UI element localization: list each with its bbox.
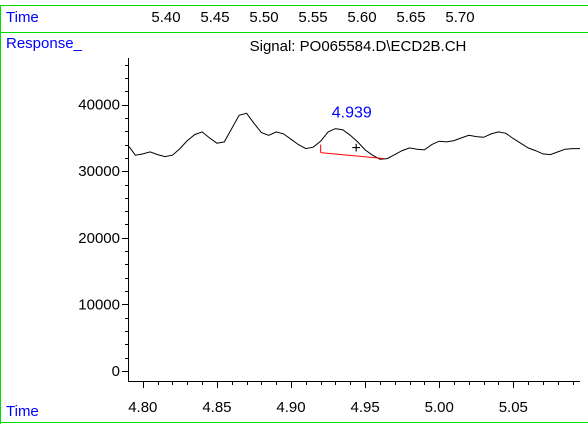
y-tick-label: 20000 xyxy=(78,230,120,247)
peak-baseline xyxy=(320,152,385,160)
top-ruler-tick-label: 5.60 xyxy=(347,9,376,26)
top-ruler-tick-label: 5.55 xyxy=(298,9,327,26)
response-label: Response_ xyxy=(6,35,83,52)
top-time-ruler: 5.40 5.45 5.50 5.55 5.60 5.65 5.70 xyxy=(151,9,474,26)
y-tick-label: 30000 xyxy=(78,163,120,180)
top-ruler-tick-label: 5.45 xyxy=(200,9,229,26)
time-label-top: Time xyxy=(6,9,39,26)
y-axis-ticks: 0 10000 20000 30000 40000 xyxy=(78,65,128,380)
top-ruler-tick-label: 5.40 xyxy=(151,9,180,26)
top-ruler-tick-label: 5.65 xyxy=(396,9,425,26)
x-tick-label: 4.85 xyxy=(202,399,231,416)
x-tick-label: 4.80 xyxy=(128,399,157,416)
top-ruler-tick-label: 5.50 xyxy=(249,9,278,26)
y-tick-label: 0 xyxy=(112,363,120,380)
chart-axes xyxy=(128,58,580,382)
y-tick-label: 40000 xyxy=(78,97,120,114)
x-tick-label: 5.00 xyxy=(425,399,454,416)
y-tick-label: 10000 xyxy=(78,296,120,313)
x-tick-label: 4.95 xyxy=(351,399,380,416)
signal-trace xyxy=(128,112,580,160)
signal-title: Signal: PO065584.D\ECD2B.CH xyxy=(250,38,467,55)
top-ruler-tick-label: 5.70 xyxy=(445,9,474,26)
x-axis-ticks: 4.80 4.85 4.90 4.95 5.00 5.05 xyxy=(128,381,574,416)
peak-apex-marker: + xyxy=(352,140,361,157)
time-label-bottom: Time xyxy=(6,403,39,420)
x-tick-label: 4.90 xyxy=(276,399,305,416)
x-tick-label: 5.05 xyxy=(499,399,528,416)
peak-retention-label: 4.939 xyxy=(332,104,372,121)
